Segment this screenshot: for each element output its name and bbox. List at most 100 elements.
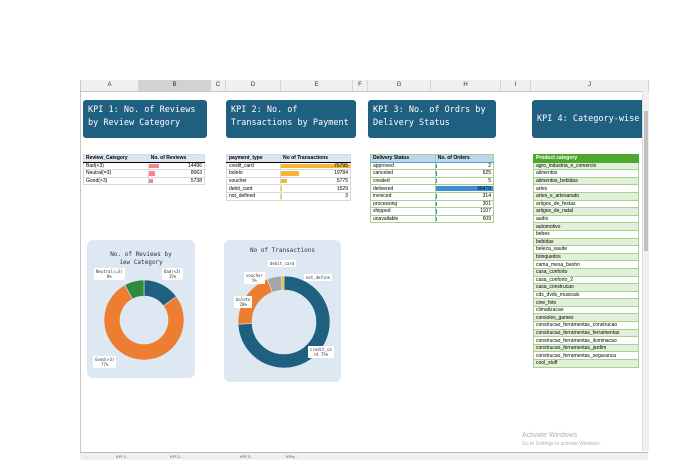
transactions-donut-chart[interactable]: No of Transactions voucher 5% debit_card …	[224, 240, 341, 382]
kpi3-row-label[interactable]: invoiced	[370, 191, 436, 201]
kpi3-row-value[interactable]: 301	[434, 199, 495, 209]
kpi4-category-cell[interactable]: agro_industria_e_comercio	[533, 161, 639, 171]
kpi4-category-cell[interactable]: bebes	[533, 229, 639, 239]
kpi4-category-cell[interactable]: beleza_saude	[533, 245, 639, 254]
table-row[interactable]: agro_industria_e_comercio	[533, 161, 639, 171]
kpi4-category-cell[interactable]: audio	[533, 214, 639, 224]
kpi1-row-value[interactable]: 8063	[147, 169, 206, 178]
kpi3-row-value[interactable]: 96478	[434, 184, 495, 193]
kpi3-row-label[interactable]: shipped	[370, 207, 436, 216]
kpi3-header-1[interactable]: No. of Orders	[434, 154, 495, 163]
table-row[interactable]: artigos_de_natal	[533, 207, 639, 216]
sheet-tab[interactable]: KPI 1...	[116, 454, 130, 459]
table-row[interactable]: construcao_ferramentas_seguranca	[533, 351, 639, 361]
table-row[interactable]: climatizacao	[533, 305, 639, 315]
column-header-j[interactable]: J	[531, 80, 649, 91]
kpi2-row-label[interactable]: credit_card	[225, 161, 282, 171]
kpi3-row-label[interactable]: processing	[370, 199, 436, 209]
kpi3-row-label[interactable]: canceled	[370, 169, 436, 178]
sheet-tab[interactable]: KPI 3...	[240, 454, 254, 459]
kpi4-category-cell[interactable]: construcao_ferramentas_seguranca	[533, 351, 639, 361]
kpi3-row-value[interactable]: 2	[434, 161, 495, 171]
kpi4-header[interactable]: Product category	[533, 154, 639, 163]
kpi4-category-cell[interactable]: cool_stuff	[533, 359, 639, 368]
table-row[interactable]: automotivo	[533, 222, 639, 231]
table-row[interactable]: artes_e_artesanato	[533, 191, 639, 201]
table-row[interactable]: created 5	[370, 176, 495, 186]
kpi4-category-cell[interactable]: construcao_ferramentas_iluminacao	[533, 336, 639, 345]
kpi2-header-1[interactable]: No of Transactions	[280, 154, 351, 163]
table-row[interactable]: processing 301	[370, 199, 495, 209]
slice-Good(>3)[interactable]	[103, 284, 185, 361]
table-row[interactable]: artigos_de_festas	[533, 199, 639, 209]
kpi4-category-cell[interactable]: artes	[533, 184, 639, 193]
table-row[interactable]: Neutral(=3) 8063	[83, 169, 206, 178]
kpi3-row-value[interactable]: 625	[434, 169, 495, 178]
table-row[interactable]: casa_conforto_2	[533, 275, 639, 285]
table-row[interactable]: audio	[533, 214, 639, 224]
table-row[interactable]: casa_conforto	[533, 267, 639, 277]
kpi2-row-value[interactable]: 1529	[280, 184, 351, 193]
kpi2-row-label[interactable]: boleto	[225, 169, 282, 178]
table-row[interactable]: canceled 625	[370, 169, 495, 178]
kpi3-row-label[interactable]: created	[370, 176, 436, 186]
table-row[interactable]: casa_construcao	[533, 283, 639, 292]
kpi4-category-cell[interactable]: construcao_ferramentas_jardim	[533, 343, 639, 353]
kpi2-row-label[interactable]: not_defined	[225, 191, 282, 201]
table-row[interactable]: credit_card 76795	[225, 161, 351, 171]
sheet-tab[interactable]: ...	[84, 454, 88, 459]
kpi3-row-label[interactable]: unavailable	[370, 214, 436, 224]
table-row[interactable]: consoles_games	[533, 313, 639, 323]
table-row[interactable]: cama_mesa_banho	[533, 260, 639, 269]
kpi1-row-value[interactable]: 14496	[147, 161, 206, 171]
table-row[interactable]: cool_stuff	[533, 359, 639, 368]
kpi4-category-cell[interactable]: alimentos	[533, 169, 639, 178]
kpi1-header-0[interactable]: Review_Category	[83, 154, 149, 163]
table-row[interactable]: unavailable 609	[370, 214, 495, 224]
kpi4-category-cell[interactable]: construcao_ferramentas_ferramentas	[533, 328, 639, 338]
table-row[interactable]: artes	[533, 184, 639, 193]
table-row[interactable]: beleza_saude	[533, 245, 639, 254]
kpi4-table[interactable]: Product category agro_industria_e_comerci…	[533, 154, 639, 368]
slice-debit_card[interactable]	[280, 275, 285, 291]
kpi1-row-label[interactable]: Neutral(=3)	[83, 169, 149, 178]
table-row[interactable]: alimentos	[533, 169, 639, 178]
kpi1-table[interactable]: Review_Category No. of Reviews Bad(<3) 1449…	[83, 154, 206, 186]
reviews-donut-chart[interactable]: No. of Reviews by iew Category Neutral(=…	[87, 240, 195, 378]
column-header-i[interactable]: I	[501, 80, 531, 91]
table-row[interactable]: construcao_ferramentas_jardim	[533, 343, 639, 353]
column-header-g[interactable]: G	[368, 80, 431, 91]
table-row[interactable]: voucher 5775	[225, 176, 351, 186]
kpi2-row-value[interactable]: 19784	[280, 169, 351, 178]
kpi4-category-cell[interactable]: bebidas	[533, 237, 639, 247]
table-row[interactable]: bebes	[533, 229, 639, 239]
table-row[interactable]: cds_dvds_musicais	[533, 290, 639, 300]
table-row[interactable]: Bad(<3) 14496	[83, 161, 206, 171]
kpi2-row-label[interactable]: voucher	[225, 176, 282, 186]
table-row[interactable]: construcao_ferramentas_iluminacao	[533, 336, 639, 345]
kpi4-category-cell[interactable]: climatizacao	[533, 305, 639, 315]
table-row[interactable]: debit_card 1529	[225, 184, 351, 193]
table-row[interactable]: not_defined 3	[225, 191, 351, 201]
column-header-h[interactable]: H	[431, 80, 501, 91]
table-row[interactable]: delivered 96478	[370, 184, 495, 193]
kpi4-category-cell[interactable]: casa_conforto_2	[533, 275, 639, 285]
table-row[interactable]: brinquedos	[533, 252, 639, 262]
kpi4-category-cell[interactable]: artigos_de_festas	[533, 199, 639, 209]
slice-credit_card[interactable]	[237, 275, 331, 369]
table-row[interactable]: construcao_ferramentas_ferramentas	[533, 328, 639, 338]
kpi4-category-cell[interactable]: brinquedos	[533, 252, 639, 262]
column-header-a[interactable]: A	[81, 80, 139, 91]
table-row[interactable]: shipped 1107	[370, 207, 495, 216]
slice-Neutral(=3)[interactable]	[124, 279, 145, 300]
kpi3-row-value[interactable]: 314	[434, 191, 495, 201]
kpi3-row-label[interactable]: approved	[370, 161, 436, 171]
column-header-e[interactable]: E	[281, 80, 353, 91]
table-row[interactable]: construcao_ferramentas_construcao	[533, 321, 639, 330]
table-row[interactable]: alimentos_bebidas	[533, 176, 639, 186]
kpi4-category-cell[interactable]: cama_mesa_banho	[533, 260, 639, 269]
table-row[interactable]: invoiced 314	[370, 191, 495, 201]
kpi4-category-cell[interactable]: cine_foto	[533, 298, 639, 307]
kpi1-row-value[interactable]: 5738	[147, 176, 206, 186]
